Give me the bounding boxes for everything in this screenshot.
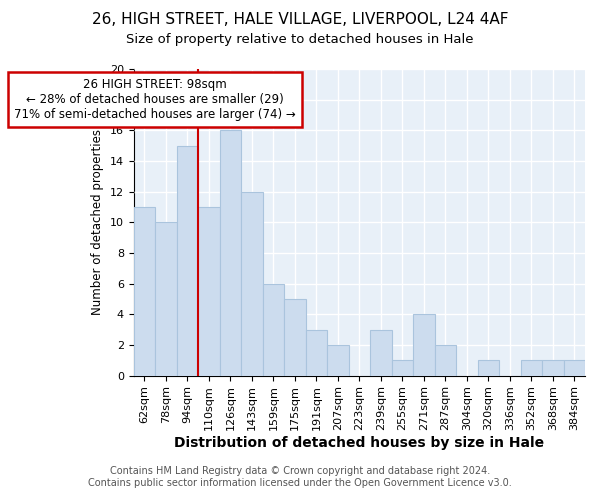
Bar xyxy=(434,345,456,376)
Bar xyxy=(413,314,434,376)
Bar xyxy=(284,299,305,376)
Bar xyxy=(198,207,220,376)
Bar xyxy=(134,207,155,376)
Bar xyxy=(370,330,392,376)
Bar xyxy=(305,330,327,376)
Y-axis label: Number of detached properties: Number of detached properties xyxy=(91,130,104,316)
Text: 26, HIGH STREET, HALE VILLAGE, LIVERPOOL, L24 4AF: 26, HIGH STREET, HALE VILLAGE, LIVERPOOL… xyxy=(92,12,508,28)
Bar xyxy=(392,360,413,376)
Bar xyxy=(478,360,499,376)
Bar xyxy=(542,360,563,376)
Bar xyxy=(155,222,177,376)
Bar xyxy=(263,284,284,376)
Text: Contains HM Land Registry data © Crown copyright and database right 2024.
Contai: Contains HM Land Registry data © Crown c… xyxy=(88,466,512,487)
Bar xyxy=(563,360,585,376)
X-axis label: Distribution of detached houses by size in Hale: Distribution of detached houses by size … xyxy=(175,436,544,450)
Bar xyxy=(220,130,241,376)
Bar xyxy=(521,360,542,376)
Text: 26 HIGH STREET: 98sqm
← 28% of detached houses are smaller (29)
71% of semi-deta: 26 HIGH STREET: 98sqm ← 28% of detached … xyxy=(14,78,296,121)
Bar xyxy=(241,192,263,376)
Bar xyxy=(177,146,198,376)
Text: Size of property relative to detached houses in Hale: Size of property relative to detached ho… xyxy=(126,32,474,46)
Bar xyxy=(327,345,349,376)
